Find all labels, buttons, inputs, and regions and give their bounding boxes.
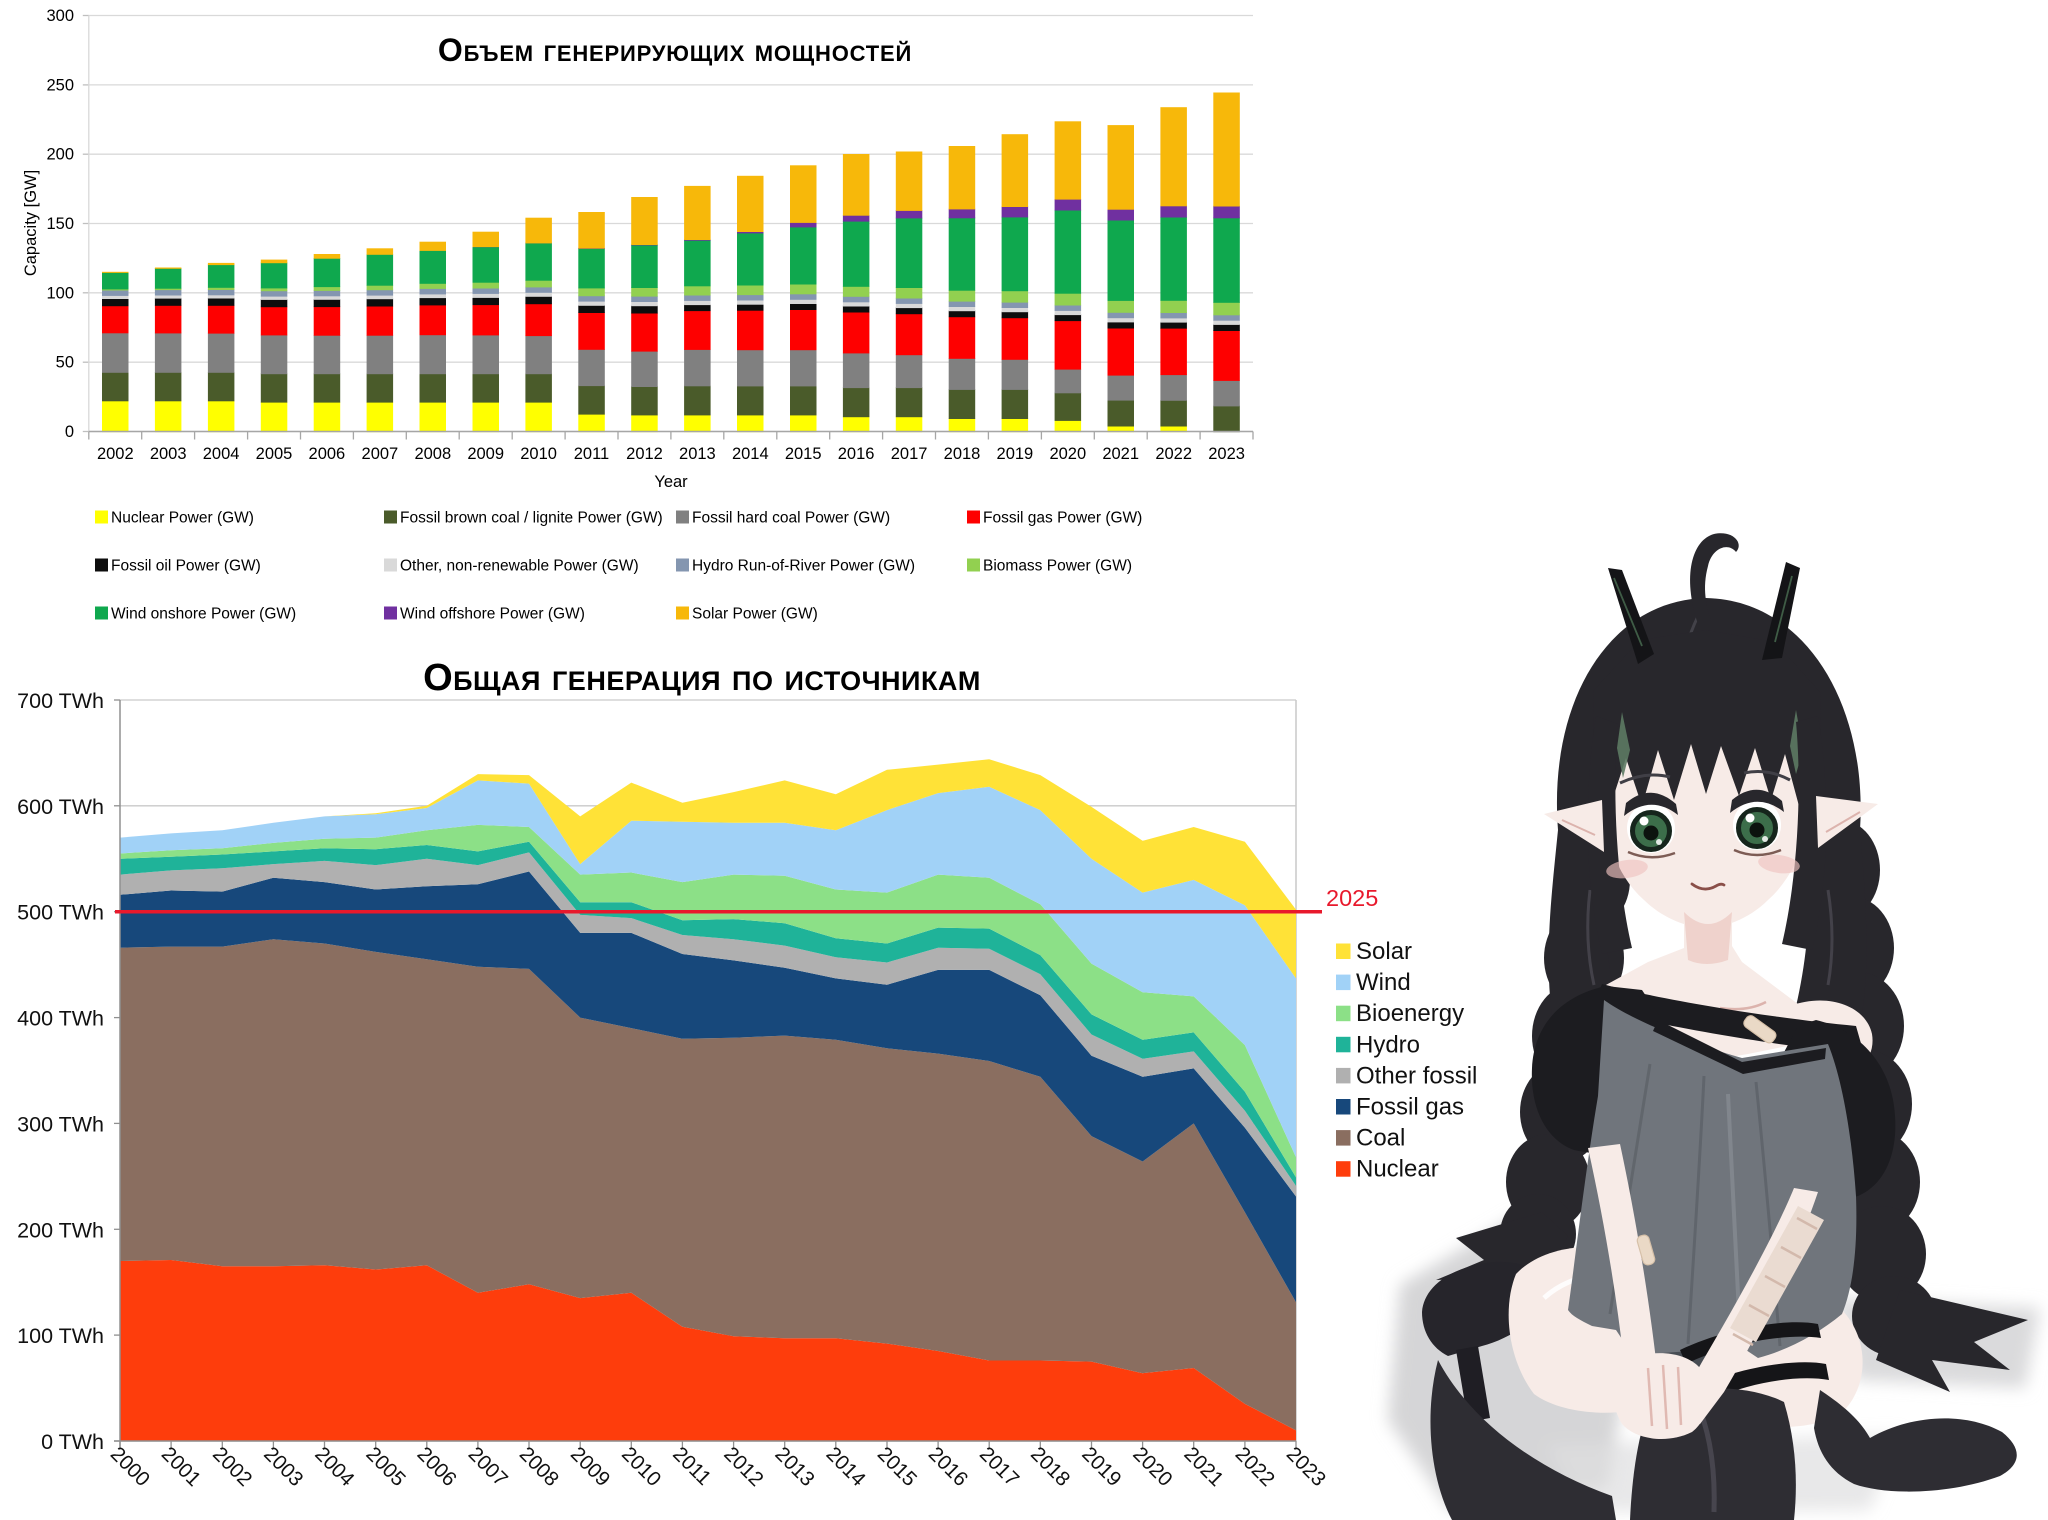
svg-text:2005: 2005 xyxy=(256,445,293,463)
svg-text:Solar: Solar xyxy=(1356,938,1412,965)
svg-text:2016: 2016 xyxy=(838,445,875,463)
svg-text:Hydro: Hydro xyxy=(1356,1031,1420,1058)
svg-text:Fossil gas Power (GW): Fossil gas Power (GW) xyxy=(983,510,1142,527)
svg-text:2015: 2015 xyxy=(785,445,822,463)
svg-text:Coal: Coal xyxy=(1356,1125,1405,1152)
svg-text:Biomass Power (GW): Biomass Power (GW) xyxy=(983,558,1132,575)
svg-text:Fossil brown coal / lignite Po: Fossil brown coal / lignite Power (GW) xyxy=(400,510,663,527)
svg-text:Fossil oil Power (GW): Fossil oil Power (GW) xyxy=(111,558,261,575)
svg-text:2007: 2007 xyxy=(362,445,399,463)
svg-text:2006: 2006 xyxy=(309,445,346,463)
svg-text:700 TWh: 700 TWh xyxy=(17,689,104,713)
svg-text:Other fossil: Other fossil xyxy=(1356,1062,1477,1089)
svg-text:150: 150 xyxy=(46,215,74,233)
svg-text:200: 200 xyxy=(46,146,74,164)
svg-text:2003: 2003 xyxy=(150,445,187,463)
svg-text:50: 50 xyxy=(56,354,74,372)
svg-text:Общая генерация по источникам: Общая генерация по источникам xyxy=(423,657,981,699)
svg-text:2011: 2011 xyxy=(574,445,609,463)
svg-text:500 TWh: 500 TWh xyxy=(17,901,104,925)
svg-text:Other, non-renewable Power (GW: Other, non-renewable Power (GW) xyxy=(400,558,639,575)
svg-text:2022: 2022 xyxy=(1155,445,1192,463)
svg-text:Capacity [GW]: Capacity [GW] xyxy=(22,170,40,276)
svg-text:Wind offshore Power (GW): Wind offshore Power (GW) xyxy=(400,606,585,623)
svg-text:250: 250 xyxy=(46,76,74,94)
svg-text:Fossil hard coal Power (GW): Fossil hard coal Power (GW) xyxy=(692,510,890,527)
svg-text:2009: 2009 xyxy=(467,445,504,463)
svg-text:2010: 2010 xyxy=(520,445,557,463)
svg-text:Wind: Wind xyxy=(1356,969,1411,996)
svg-text:300 TWh: 300 TWh xyxy=(17,1112,104,1136)
svg-text:Solar Power (GW): Solar Power (GW) xyxy=(692,606,818,623)
svg-text:Year: Year xyxy=(654,473,688,491)
svg-text:0: 0 xyxy=(65,423,74,441)
svg-text:2012: 2012 xyxy=(626,445,663,463)
svg-text:2002: 2002 xyxy=(97,445,134,463)
svg-text:2020: 2020 xyxy=(1049,445,1086,463)
svg-text:Nuclear Power (GW): Nuclear Power (GW) xyxy=(111,510,254,527)
svg-text:Nuclear: Nuclear xyxy=(1356,1156,1439,1183)
svg-text:Bioenergy: Bioenergy xyxy=(1356,1000,1464,1027)
svg-text:Fossil gas: Fossil gas xyxy=(1356,1094,1464,1121)
svg-text:100: 100 xyxy=(46,284,74,302)
svg-text:2023: 2023 xyxy=(1208,445,1245,463)
svg-text:0 TWh: 0 TWh xyxy=(41,1430,104,1454)
svg-text:2017: 2017 xyxy=(891,445,928,463)
svg-text:Объем генерирующих мощностей: Объем генерирующих мощностей xyxy=(438,32,912,68)
svg-text:2025: 2025 xyxy=(1326,885,1378,911)
svg-text:2019: 2019 xyxy=(997,445,1034,463)
svg-text:400 TWh: 400 TWh xyxy=(17,1007,104,1031)
svg-text:Hydro Run-of-River Power (GW): Hydro Run-of-River Power (GW) xyxy=(692,558,915,575)
svg-text:2013: 2013 xyxy=(679,445,716,463)
svg-text:2014: 2014 xyxy=(732,445,769,463)
svg-text:200 TWh: 200 TWh xyxy=(17,1218,104,1242)
svg-text:2021: 2021 xyxy=(1102,445,1139,463)
svg-text:2008: 2008 xyxy=(414,445,451,463)
svg-text:2018: 2018 xyxy=(944,445,981,463)
svg-text:Wind onshore Power (GW): Wind onshore Power (GW) xyxy=(111,606,296,623)
svg-text:100 TWh: 100 TWh xyxy=(17,1324,104,1348)
svg-text:300: 300 xyxy=(46,7,74,25)
svg-text:2004: 2004 xyxy=(203,445,240,463)
svg-text:600 TWh: 600 TWh xyxy=(17,795,104,819)
